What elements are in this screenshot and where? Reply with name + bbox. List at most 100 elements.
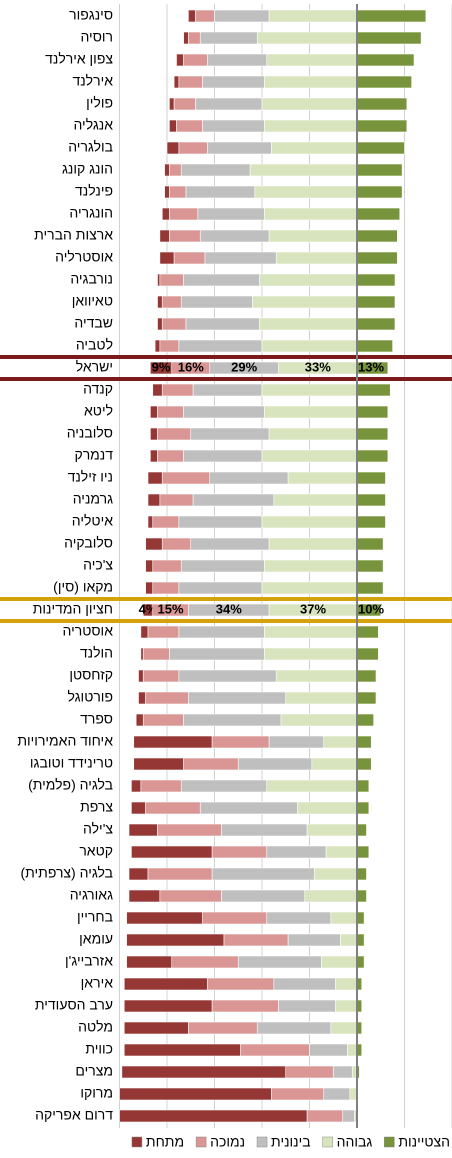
- bar-segment: [306, 1109, 344, 1123]
- bar-segment: [119, 1109, 308, 1123]
- bar-segment: [138, 691, 146, 705]
- bar-segment: [204, 251, 277, 265]
- category-label: צרפת: [80, 799, 113, 815]
- bar-segment: [150, 427, 158, 441]
- bar-segment: [264, 119, 358, 133]
- legend-swatch: [131, 1136, 143, 1148]
- bar-segment: [202, 75, 265, 89]
- bar-segment: [356, 339, 393, 353]
- bar-segment: [173, 75, 180, 89]
- bar-segment: [135, 713, 144, 727]
- bar-segment: [342, 1109, 355, 1123]
- bar-segment: [356, 449, 389, 463]
- bar-segment: [126, 955, 173, 969]
- bar-segment: [211, 735, 270, 749]
- category-label: בחריין: [77, 909, 113, 925]
- bar-segment: [197, 207, 265, 221]
- bar-segment: [173, 251, 206, 265]
- bar-segment: [266, 911, 332, 925]
- bar-segment: [142, 713, 184, 727]
- bar-segment: [131, 845, 213, 859]
- bar-segment: [356, 581, 384, 595]
- bar-segment: [161, 317, 187, 331]
- bar-segment: [304, 889, 358, 903]
- category-label: אזרבייג'ן: [65, 953, 113, 969]
- bar-segment: [159, 889, 222, 903]
- category-label: ישראל: [76, 359, 113, 375]
- category-label: ניו זילנד: [68, 469, 113, 485]
- bar-segment: [180, 295, 253, 309]
- bar-segment: [211, 845, 268, 859]
- bar-segment: [221, 889, 306, 903]
- category-label: פורטוגל: [68, 689, 114, 705]
- bar-segment: [261, 515, 358, 529]
- bar-segment: [356, 75, 412, 89]
- category-label: פינלנד: [75, 183, 113, 199]
- category-label: בלגיה (פלמית): [28, 777, 113, 793]
- bar-segment: [356, 119, 408, 133]
- bar-segment: [221, 823, 308, 837]
- bar-segment: [147, 471, 163, 485]
- bar-segment: [356, 691, 377, 705]
- bar-segment: [183, 757, 239, 771]
- bar-segment: [152, 383, 163, 397]
- bar-segment: [147, 625, 180, 639]
- bar-segment: [178, 339, 263, 353]
- bar-segment: [268, 229, 358, 243]
- bar-segment: [147, 493, 161, 507]
- bar-segment: [264, 207, 358, 221]
- bar-segment: [356, 757, 372, 771]
- bar-segment: [178, 581, 263, 595]
- legend-swatch: [256, 1136, 268, 1148]
- bar-segment: [249, 163, 358, 177]
- category-label: בולגריה: [68, 139, 113, 155]
- bar-segment: [240, 1043, 310, 1057]
- bar-segment: [264, 75, 358, 89]
- category-label: מקאו (סין): [53, 579, 113, 595]
- legend-label: מתחת: [146, 1134, 184, 1150]
- bar-segment: [192, 493, 275, 507]
- bar-segment: [356, 933, 365, 947]
- bar-segment: [188, 31, 201, 45]
- bar-segment: [147, 867, 213, 881]
- category-label: מלטה: [78, 1019, 113, 1035]
- category-label: הונגריה: [69, 205, 113, 221]
- bar-segment: [202, 911, 268, 925]
- bar-segment: [356, 493, 386, 507]
- bar-segment: [266, 845, 327, 859]
- bar-segment: [356, 405, 389, 419]
- bar-segment: [188, 9, 196, 23]
- bar-segment: [278, 999, 336, 1013]
- bar-segment: [261, 383, 358, 397]
- bar-segment: [347, 1043, 358, 1057]
- category-label: אוסטרליה: [55, 249, 113, 265]
- bar-segment: [356, 427, 389, 441]
- bar-segment: [356, 625, 379, 639]
- bar-segment: [287, 933, 341, 947]
- bar-segment: [140, 647, 144, 661]
- bar-segment: [161, 295, 182, 309]
- bar-segment: [356, 251, 398, 265]
- bar-segment: [268, 427, 358, 441]
- bar-segment: [140, 779, 182, 793]
- bar-segment: [157, 405, 184, 419]
- bar-segment: [207, 977, 275, 991]
- bar-segment: [157, 317, 163, 331]
- bar-segment: [180, 779, 268, 793]
- bar-segment: [287, 471, 358, 485]
- category-label: אירלנד: [72, 73, 113, 89]
- bar-segment: [275, 669, 358, 683]
- category-label: מרוקו: [80, 1085, 113, 1101]
- bar-segment: [159, 339, 180, 353]
- category-label: ערב הסעודית: [35, 997, 113, 1013]
- category-label: איראן: [81, 975, 114, 991]
- category-label: דנמרק: [74, 447, 113, 463]
- bar-segment: [183, 273, 260, 287]
- bar-segment: [161, 471, 211, 485]
- bar-segment: [306, 823, 358, 837]
- bar-segment: [313, 867, 358, 881]
- bar-segment: [356, 889, 367, 903]
- bar-segment: [259, 317, 358, 331]
- bar-segment: [152, 581, 180, 595]
- bar-segment: [261, 339, 358, 353]
